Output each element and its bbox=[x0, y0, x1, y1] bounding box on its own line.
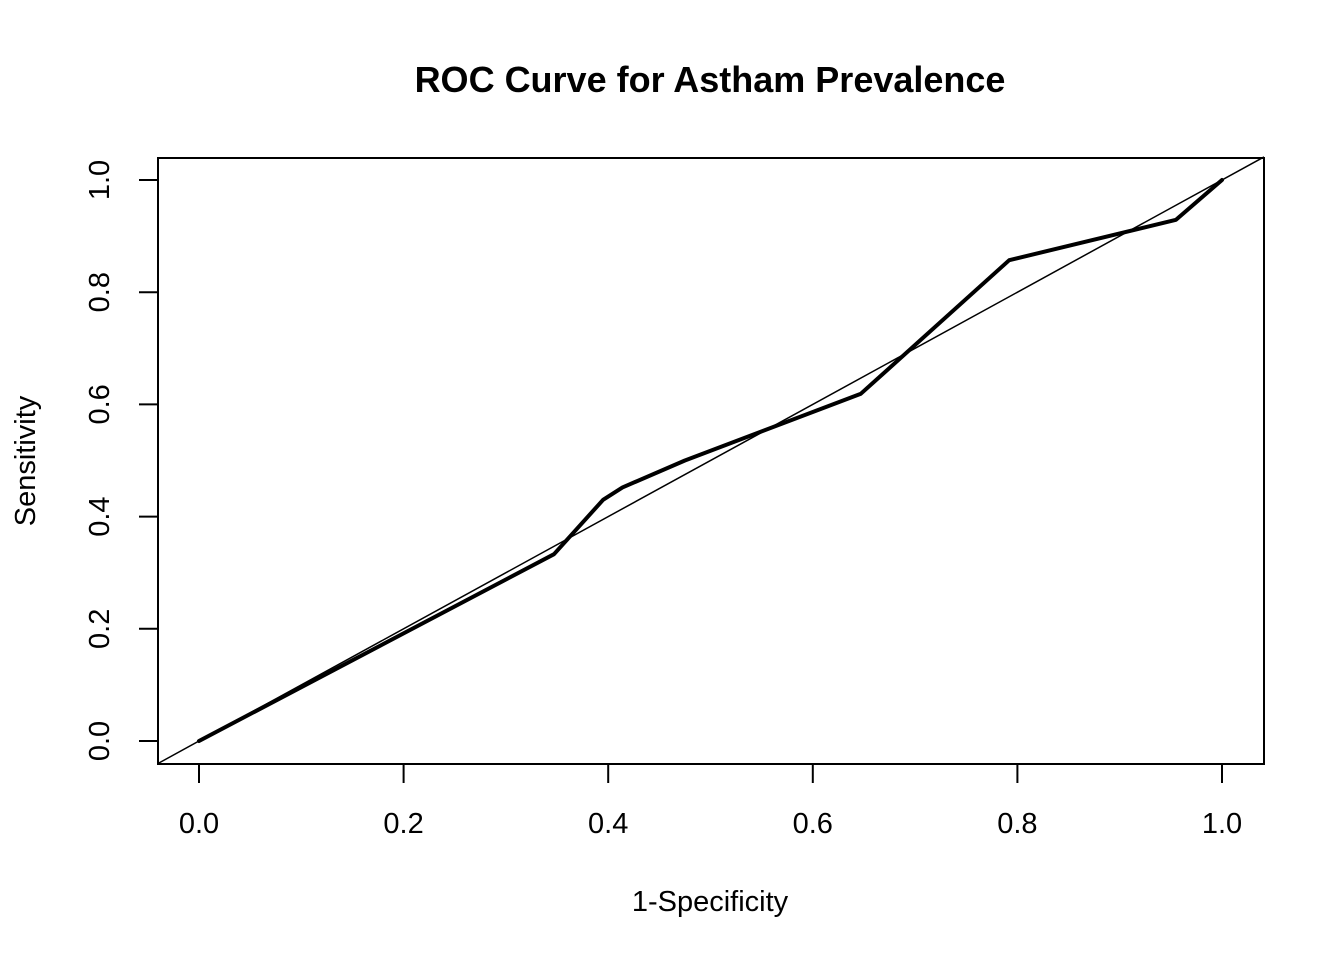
x-tick-label: 1.0 bbox=[1202, 808, 1242, 840]
roc-point bbox=[622, 486, 624, 488]
roc-point bbox=[1175, 219, 1177, 221]
y-axis-label: Sensitivity bbox=[10, 395, 42, 526]
x-tick-label: 0.2 bbox=[383, 808, 423, 840]
y-tick-label: 0.4 bbox=[84, 496, 116, 536]
reference-line bbox=[157, 156, 1265, 765]
y-tick-label: 0.0 bbox=[84, 721, 116, 761]
roc-point bbox=[602, 499, 604, 501]
x-tick-label: 0.0 bbox=[179, 808, 219, 840]
x-axis-label: 1-Specificity bbox=[632, 886, 789, 918]
roc-point bbox=[1221, 179, 1223, 181]
roc-point bbox=[684, 460, 686, 461]
x-axis: 0.0 0.2 0.4 0.6 0.8 1.0 bbox=[179, 764, 1242, 840]
roc-point bbox=[860, 393, 862, 395]
x-tick-label: 0.6 bbox=[793, 808, 833, 840]
plot-frame bbox=[157, 157, 1265, 765]
plot-area bbox=[157, 156, 1265, 765]
y-tick-label: 0.6 bbox=[84, 384, 116, 424]
roc-point bbox=[1008, 259, 1010, 261]
roc-point bbox=[553, 553, 555, 555]
x-tick-label: 0.4 bbox=[588, 808, 628, 840]
x-tick-label: 0.8 bbox=[997, 808, 1037, 840]
y-tick-label: 0.2 bbox=[84, 609, 116, 649]
roc-point bbox=[198, 740, 200, 742]
y-tick-label: 0.8 bbox=[84, 272, 116, 312]
y-tick-label: 1.0 bbox=[84, 160, 116, 200]
chart-title: ROC Curve for Astham Prevalence bbox=[415, 59, 1006, 100]
y-axis: 0.0 0.2 0.4 0.6 0.8 1.0 bbox=[84, 160, 158, 761]
